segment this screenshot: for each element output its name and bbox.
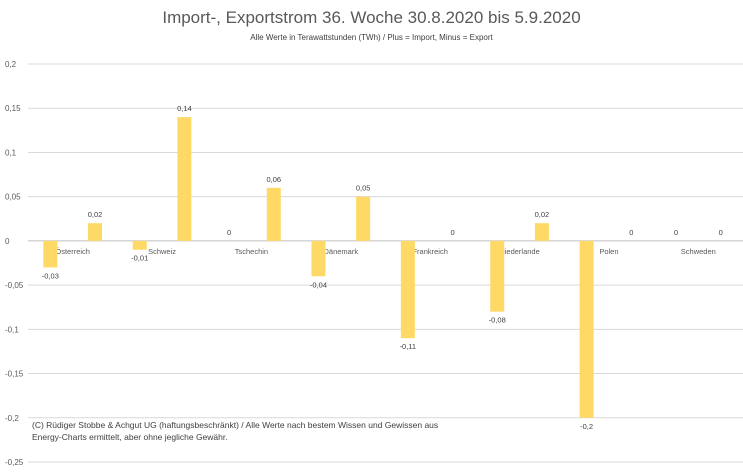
data-label: 0 <box>674 228 678 237</box>
bar <box>579 240 594 418</box>
category-label: Frankreich <box>412 247 447 256</box>
bar <box>400 240 415 339</box>
copyright-annotation: (C) Rüdiger Stobbe & Achgut UG (haftungs… <box>32 420 439 442</box>
category-label: Schweden <box>681 247 716 256</box>
data-label: 0 <box>629 228 633 237</box>
data-label: -0,01 <box>131 254 148 263</box>
category-label: Dänemark <box>324 247 359 256</box>
category-label: Niederlande <box>499 247 539 256</box>
y-tick-label: -0,05 <box>5 281 24 290</box>
category-label: Tschechin <box>235 247 268 256</box>
bar <box>356 196 371 241</box>
bar <box>311 240 326 277</box>
category-label: Österreich <box>55 247 90 256</box>
bar <box>534 223 549 241</box>
category-label: Polen <box>599 247 618 256</box>
data-label: -0,08 <box>489 316 506 325</box>
data-label: 0,06 <box>266 175 281 184</box>
y-tick-label: 0,05 <box>5 193 21 202</box>
y-tick-label: 0,1 <box>5 148 17 157</box>
data-label: 0 <box>719 228 723 237</box>
data-label: 0,02 <box>535 210 550 219</box>
bar <box>177 117 192 241</box>
bar <box>266 187 281 241</box>
data-label: -0,2 <box>580 422 593 431</box>
data-label: -0,11 <box>400 342 417 351</box>
bar <box>43 240 58 268</box>
bar <box>132 240 147 250</box>
y-tick-label: -0,15 <box>5 370 24 379</box>
data-label: 0,05 <box>356 184 371 193</box>
chart-subtitle: Alle Werte in Terawattstunden (TWh) / Pl… <box>250 33 493 42</box>
y-tick-label: 0,15 <box>5 104 21 113</box>
y-tick-label: -0,25 <box>5 458 24 467</box>
data-label: 0,14 <box>177 104 192 113</box>
y-tick-label: -0,1 <box>5 325 19 334</box>
category-label: Schweiz <box>148 247 176 256</box>
y-tick-label: -0,2 <box>5 414 19 423</box>
data-label: 0,02 <box>88 210 103 219</box>
data-label: 0 <box>227 228 231 237</box>
bar <box>88 223 103 241</box>
bar <box>490 240 505 312</box>
y-tick-label: 0,2 <box>5 60 17 69</box>
data-label: -0,03 <box>42 271 59 280</box>
data-label: -0,04 <box>310 280 327 289</box>
chart-title: Import-, Exportstrom 36. Woche 30.8.2020… <box>162 8 581 27</box>
y-tick-label: 0 <box>5 237 10 246</box>
data-label: 0 <box>450 228 454 237</box>
